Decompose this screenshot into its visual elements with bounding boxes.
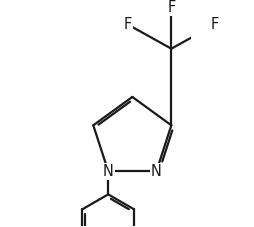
Text: F: F <box>167 0 175 15</box>
Text: F: F <box>210 17 218 32</box>
Text: N: N <box>102 164 113 179</box>
Text: N: N <box>150 164 161 179</box>
Text: F: F <box>123 17 132 32</box>
